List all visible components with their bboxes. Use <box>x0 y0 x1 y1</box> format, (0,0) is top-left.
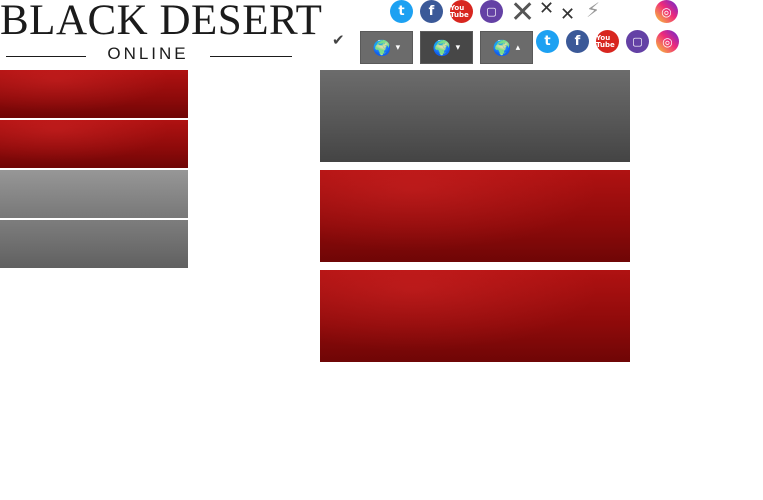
logo-divider-right <box>210 56 292 57</box>
button-gray-2[interactable] <box>0 220 188 268</box>
close-icon[interactable]: ✕ <box>510 0 535 28</box>
instagram-glyph: ◎ <box>662 34 673 49</box>
twitch-glyph: ▢ <box>632 35 643 48</box>
twitter-glyph: t <box>544 34 551 49</box>
twitter-glyph: t <box>398 4 405 19</box>
facebook-icon[interactable]: f <box>420 0 443 23</box>
instagram-icon[interactable]: ◎ <box>655 0 678 23</box>
panel-gray[interactable] <box>320 70 630 162</box>
logo-title: BLACK DESERT <box>0 0 323 44</box>
youtube-glyph: You Tube <box>450 3 469 19</box>
check-glyph: ✔ <box>332 31 345 49</box>
button-red-1[interactable] <box>0 70 188 118</box>
check-icon[interactable]: ✔ <box>332 31 345 49</box>
language-selector-button-active[interactable]: 🌍 ▾ <box>420 31 473 64</box>
youtube-glyph: You Tube <box>596 33 615 49</box>
facebook-glyph: f <box>574 34 581 49</box>
panel-red-2[interactable] <box>320 270 630 362</box>
logo: BLACK DESERT ONLINE <box>0 0 323 66</box>
close-glyph-large: ✕ <box>510 0 536 30</box>
language-selector-button[interactable]: 🌍 ▾ <box>360 31 413 64</box>
logo-divider-left <box>6 56 86 57</box>
panel-red-1[interactable] <box>320 170 630 262</box>
globe-icon: 🌍 <box>372 38 392 57</box>
button-gray-1[interactable] <box>0 170 188 218</box>
instagram-icon[interactable]: ◎ <box>656 30 679 53</box>
button-red-2[interactable] <box>0 120 188 168</box>
globe-icon: 🌍 <box>492 38 512 57</box>
chevron-down-icon: ▾ <box>395 42 401 53</box>
plug-icon[interactable]: ⚡ <box>586 0 600 20</box>
youtube-icon[interactable]: You Tube <box>596 30 619 53</box>
twitch-icon[interactable]: ▢ <box>626 30 649 53</box>
twitter-icon[interactable]: t <box>390 0 413 23</box>
close-glyph-small: ✕ <box>539 0 555 19</box>
twitch-icon[interactable]: ▢ <box>480 0 503 23</box>
logo-subtitle: ONLINE <box>107 44 189 63</box>
facebook-glyph: f <box>428 4 435 19</box>
chevron-up-icon: ▴ <box>515 42 521 53</box>
facebook-icon[interactable]: f <box>566 30 589 53</box>
youtube-icon[interactable]: You Tube <box>450 0 473 23</box>
instagram-glyph: ◎ <box>661 4 672 19</box>
twitch-glyph: ▢ <box>486 5 497 18</box>
chevron-down-icon: ▾ <box>455 42 461 53</box>
close-glyph-small-2: ✕ <box>560 4 576 25</box>
close-icon[interactable]: ✕ <box>539 0 554 18</box>
plug-glyph: ⚡ <box>586 0 601 22</box>
language-selector-button-open[interactable]: 🌍 ▴ <box>480 31 533 64</box>
twitter-icon[interactable]: t <box>536 30 559 53</box>
globe-icon: 🌍 <box>432 38 452 57</box>
close-icon[interactable]: ✕ <box>560 6 575 24</box>
